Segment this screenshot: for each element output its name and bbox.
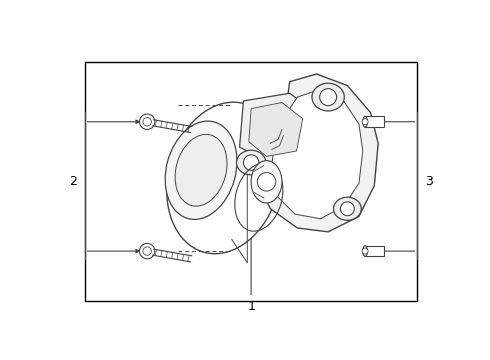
Circle shape — [244, 155, 259, 170]
Ellipse shape — [165, 121, 237, 219]
FancyBboxPatch shape — [365, 246, 384, 256]
Circle shape — [257, 172, 276, 191]
Ellipse shape — [175, 134, 227, 206]
Text: 3: 3 — [425, 175, 433, 188]
Circle shape — [140, 114, 155, 130]
Circle shape — [362, 119, 368, 125]
Circle shape — [341, 202, 354, 216]
Polygon shape — [240, 93, 317, 163]
Circle shape — [362, 248, 368, 254]
FancyBboxPatch shape — [365, 116, 384, 127]
Text: 2: 2 — [69, 175, 77, 188]
Circle shape — [143, 247, 151, 255]
Ellipse shape — [363, 246, 368, 256]
Polygon shape — [270, 89, 363, 219]
Ellipse shape — [167, 102, 282, 254]
Polygon shape — [259, 74, 378, 232]
Ellipse shape — [363, 116, 368, 127]
Text: 1: 1 — [247, 300, 255, 313]
Bar — [85, 62, 417, 301]
Ellipse shape — [251, 161, 282, 203]
Circle shape — [319, 89, 337, 105]
Circle shape — [140, 243, 155, 259]
Ellipse shape — [334, 197, 361, 220]
Ellipse shape — [237, 150, 266, 175]
Polygon shape — [249, 103, 303, 156]
Circle shape — [143, 117, 151, 126]
Ellipse shape — [312, 83, 344, 111]
